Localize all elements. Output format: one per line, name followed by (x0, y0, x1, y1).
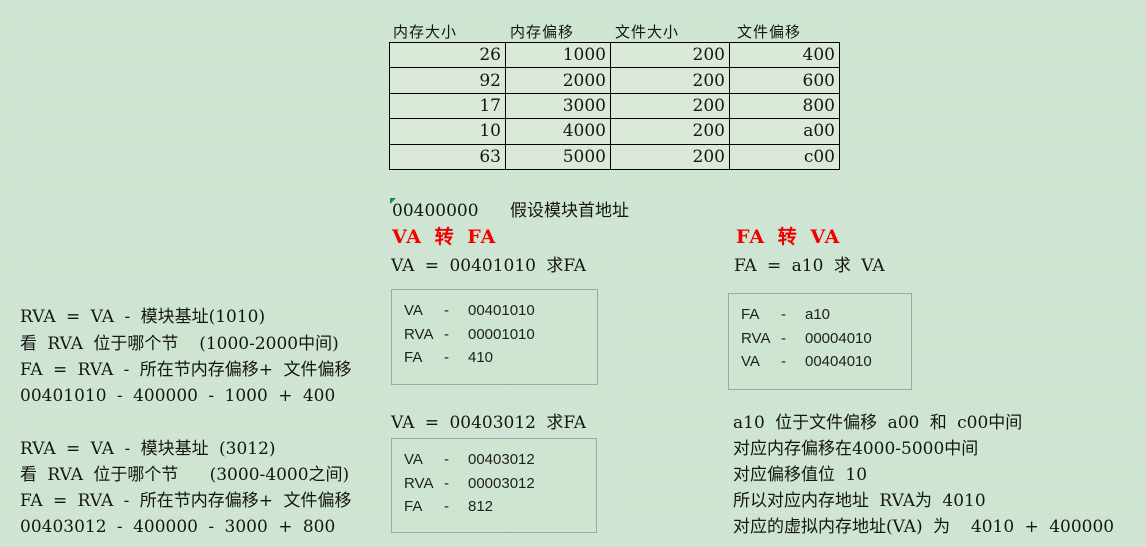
note-example2-line[interactable]: 00403012 - 400000 - 3000 + 800 (20, 517, 336, 537)
note-example2-line[interactable]: 看 RVA 位于哪个节 (3000-4000之间) (20, 464, 350, 485)
vertical-gridline (610, 0, 611, 547)
table-cell[interactable]: 3000 (505, 92, 611, 120)
box-dash: - (444, 325, 449, 343)
table-cell[interactable]: 800 (729, 92, 840, 120)
box-line: VA - 00404010 (741, 350, 911, 374)
box-label: VA (404, 451, 423, 468)
question-va1[interactable]: VA = 00401010 求FA (391, 256, 586, 276)
box-dash: - (781, 329, 786, 347)
box-value: 00003012 (468, 474, 535, 492)
box-line: RVA - 00003012 (404, 472, 596, 496)
box-line: FA - 410 (404, 346, 597, 370)
box-dash: - (444, 498, 449, 515)
fa-step-line[interactable]: 对应内存偏移在4000-5000中间 (733, 438, 979, 459)
box-dash: - (444, 451, 449, 468)
section-title-va-to-fa[interactable]: VA 转 FA (392, 226, 497, 248)
table-cell[interactable]: c00 (729, 143, 840, 170)
result-box-va1[interactable]: VA - 00401010 RVA - 00001010 FA - 410 (391, 289, 598, 385)
box-value: 410 (468, 349, 494, 366)
table-cell[interactable]: 400 (729, 41, 840, 69)
table-cell[interactable]: 10 (389, 118, 506, 145)
box-line: RVA - 00004010 (741, 327, 911, 351)
table-cell[interactable]: 63 (389, 143, 506, 170)
module-base-value[interactable]: 00400000 (392, 201, 479, 221)
box-label: FA (404, 349, 423, 366)
note-example2-line[interactable]: RVA = VA - 模块基址 (3012) (20, 438, 276, 459)
table-cell[interactable]: 200 (610, 41, 730, 69)
table-cell[interactable]: 200 (610, 118, 730, 145)
box-dash: - (781, 306, 786, 323)
vertical-gridline (18, 0, 19, 547)
table-row: 17 3000 200 800 (389, 92, 840, 120)
table-cell[interactable]: a00 (729, 118, 840, 145)
box-label: RVA (404, 325, 434, 343)
table-cell[interactable]: 1000 (505, 41, 611, 69)
table-row: 10 4000 200 a00 (389, 118, 840, 145)
box-label: RVA (404, 474, 434, 492)
box-line: VA - 00401010 (404, 299, 597, 323)
box-dash: - (781, 353, 786, 370)
table-cell[interactable]: 92 (389, 67, 506, 94)
box-value: 00401010 (468, 302, 535, 319)
question-va2[interactable]: VA = 00403012 求FA (391, 413, 586, 433)
box-dash: - (444, 474, 449, 492)
table-cell[interactable]: 4000 (505, 118, 611, 145)
note-example1-line[interactable]: 看 RVA 位于哪个节 (1000-2000中间) (20, 333, 339, 354)
table-cell[interactable]: 26 (389, 41, 506, 69)
note-example1-line[interactable]: FA = RVA - 所在节内存偏移+ 文件偏移 (20, 359, 352, 380)
question-fa[interactable]: FA = a10 求 VA (734, 256, 885, 276)
box-value: 00004010 (805, 329, 872, 347)
result-box-va2[interactable]: VA - 00403012 RVA - 00003012 FA - 812 (391, 438, 597, 533)
box-label: RVA (741, 329, 771, 347)
header-memory-offset[interactable]: 内存偏移 (510, 21, 575, 42)
header-file-size[interactable]: 文件大小 (615, 21, 680, 42)
table-row: 63 5000 200 c00 (389, 143, 840, 170)
table-row: 92 2000 200 600 (389, 67, 840, 94)
fa-step-line[interactable]: 对应的虚拟内存地址(VA) 为 4010 + 400000 (733, 517, 1115, 537)
table-cell[interactable]: 200 (610, 67, 730, 94)
result-box-fa[interactable]: FA - a10 RVA - 00004010 VA - 00404010 (728, 293, 912, 390)
module-base-note[interactable]: 假设模块首地址 (510, 201, 629, 221)
fa-step-line[interactable]: 对应偏移值位 10 (733, 464, 868, 485)
box-label: FA (741, 306, 760, 323)
fa-step-line[interactable]: a10 位于文件偏移 a00 和 c00中间 (733, 413, 1023, 433)
box-line: FA - a10 (741, 303, 911, 327)
box-label: VA (741, 353, 760, 370)
box-value: 00403012 (468, 451, 535, 468)
table-cell[interactable]: 600 (729, 67, 840, 94)
box-line: VA - 00403012 (404, 448, 596, 472)
box-value: a10 (805, 306, 831, 323)
table-cell[interactable]: 200 (610, 92, 730, 120)
box-line: FA - 812 (404, 495, 596, 519)
section-title-fa-to-va[interactable]: FA 转 VA (736, 226, 841, 248)
table-cell[interactable]: 17 (389, 92, 506, 120)
box-label: VA (404, 302, 423, 319)
box-dash: - (444, 302, 449, 319)
table-cell[interactable]: 2000 (505, 67, 611, 94)
header-file-offset[interactable]: 文件偏移 (737, 21, 802, 42)
table-row: 26 1000 200 400 (389, 41, 840, 69)
box-value: 00404010 (805, 353, 872, 370)
box-line: RVA - 00001010 (404, 323, 597, 347)
vertical-gridline (1141, 0, 1142, 547)
table-cell[interactable]: 5000 (505, 143, 611, 170)
box-dash: - (444, 349, 449, 366)
note-example1-line[interactable]: RVA = VA - 模块基址(1010) (20, 307, 266, 327)
header-memory-size[interactable]: 内存大小 (393, 21, 458, 42)
note-example1-line[interactable]: 00401010 - 400000 - 1000 + 400 (20, 385, 336, 406)
table-cell[interactable]: 200 (610, 143, 730, 170)
box-value: 00001010 (468, 325, 535, 343)
box-label: FA (404, 498, 423, 515)
box-value: 812 (468, 498, 494, 515)
text-format-indicator-icon (390, 198, 396, 204)
fa-step-line[interactable]: 所以对应内存地址 RVA为 4010 (733, 490, 986, 511)
sections-table: 26 1000 200 400 92 2000 200 600 17 3000 … (389, 41, 840, 170)
vertical-gridline (389, 0, 390, 547)
vertical-gridline (729, 0, 730, 547)
note-example2-line[interactable]: FA = RVA - 所在节内存偏移+ 文件偏移 (20, 490, 352, 511)
